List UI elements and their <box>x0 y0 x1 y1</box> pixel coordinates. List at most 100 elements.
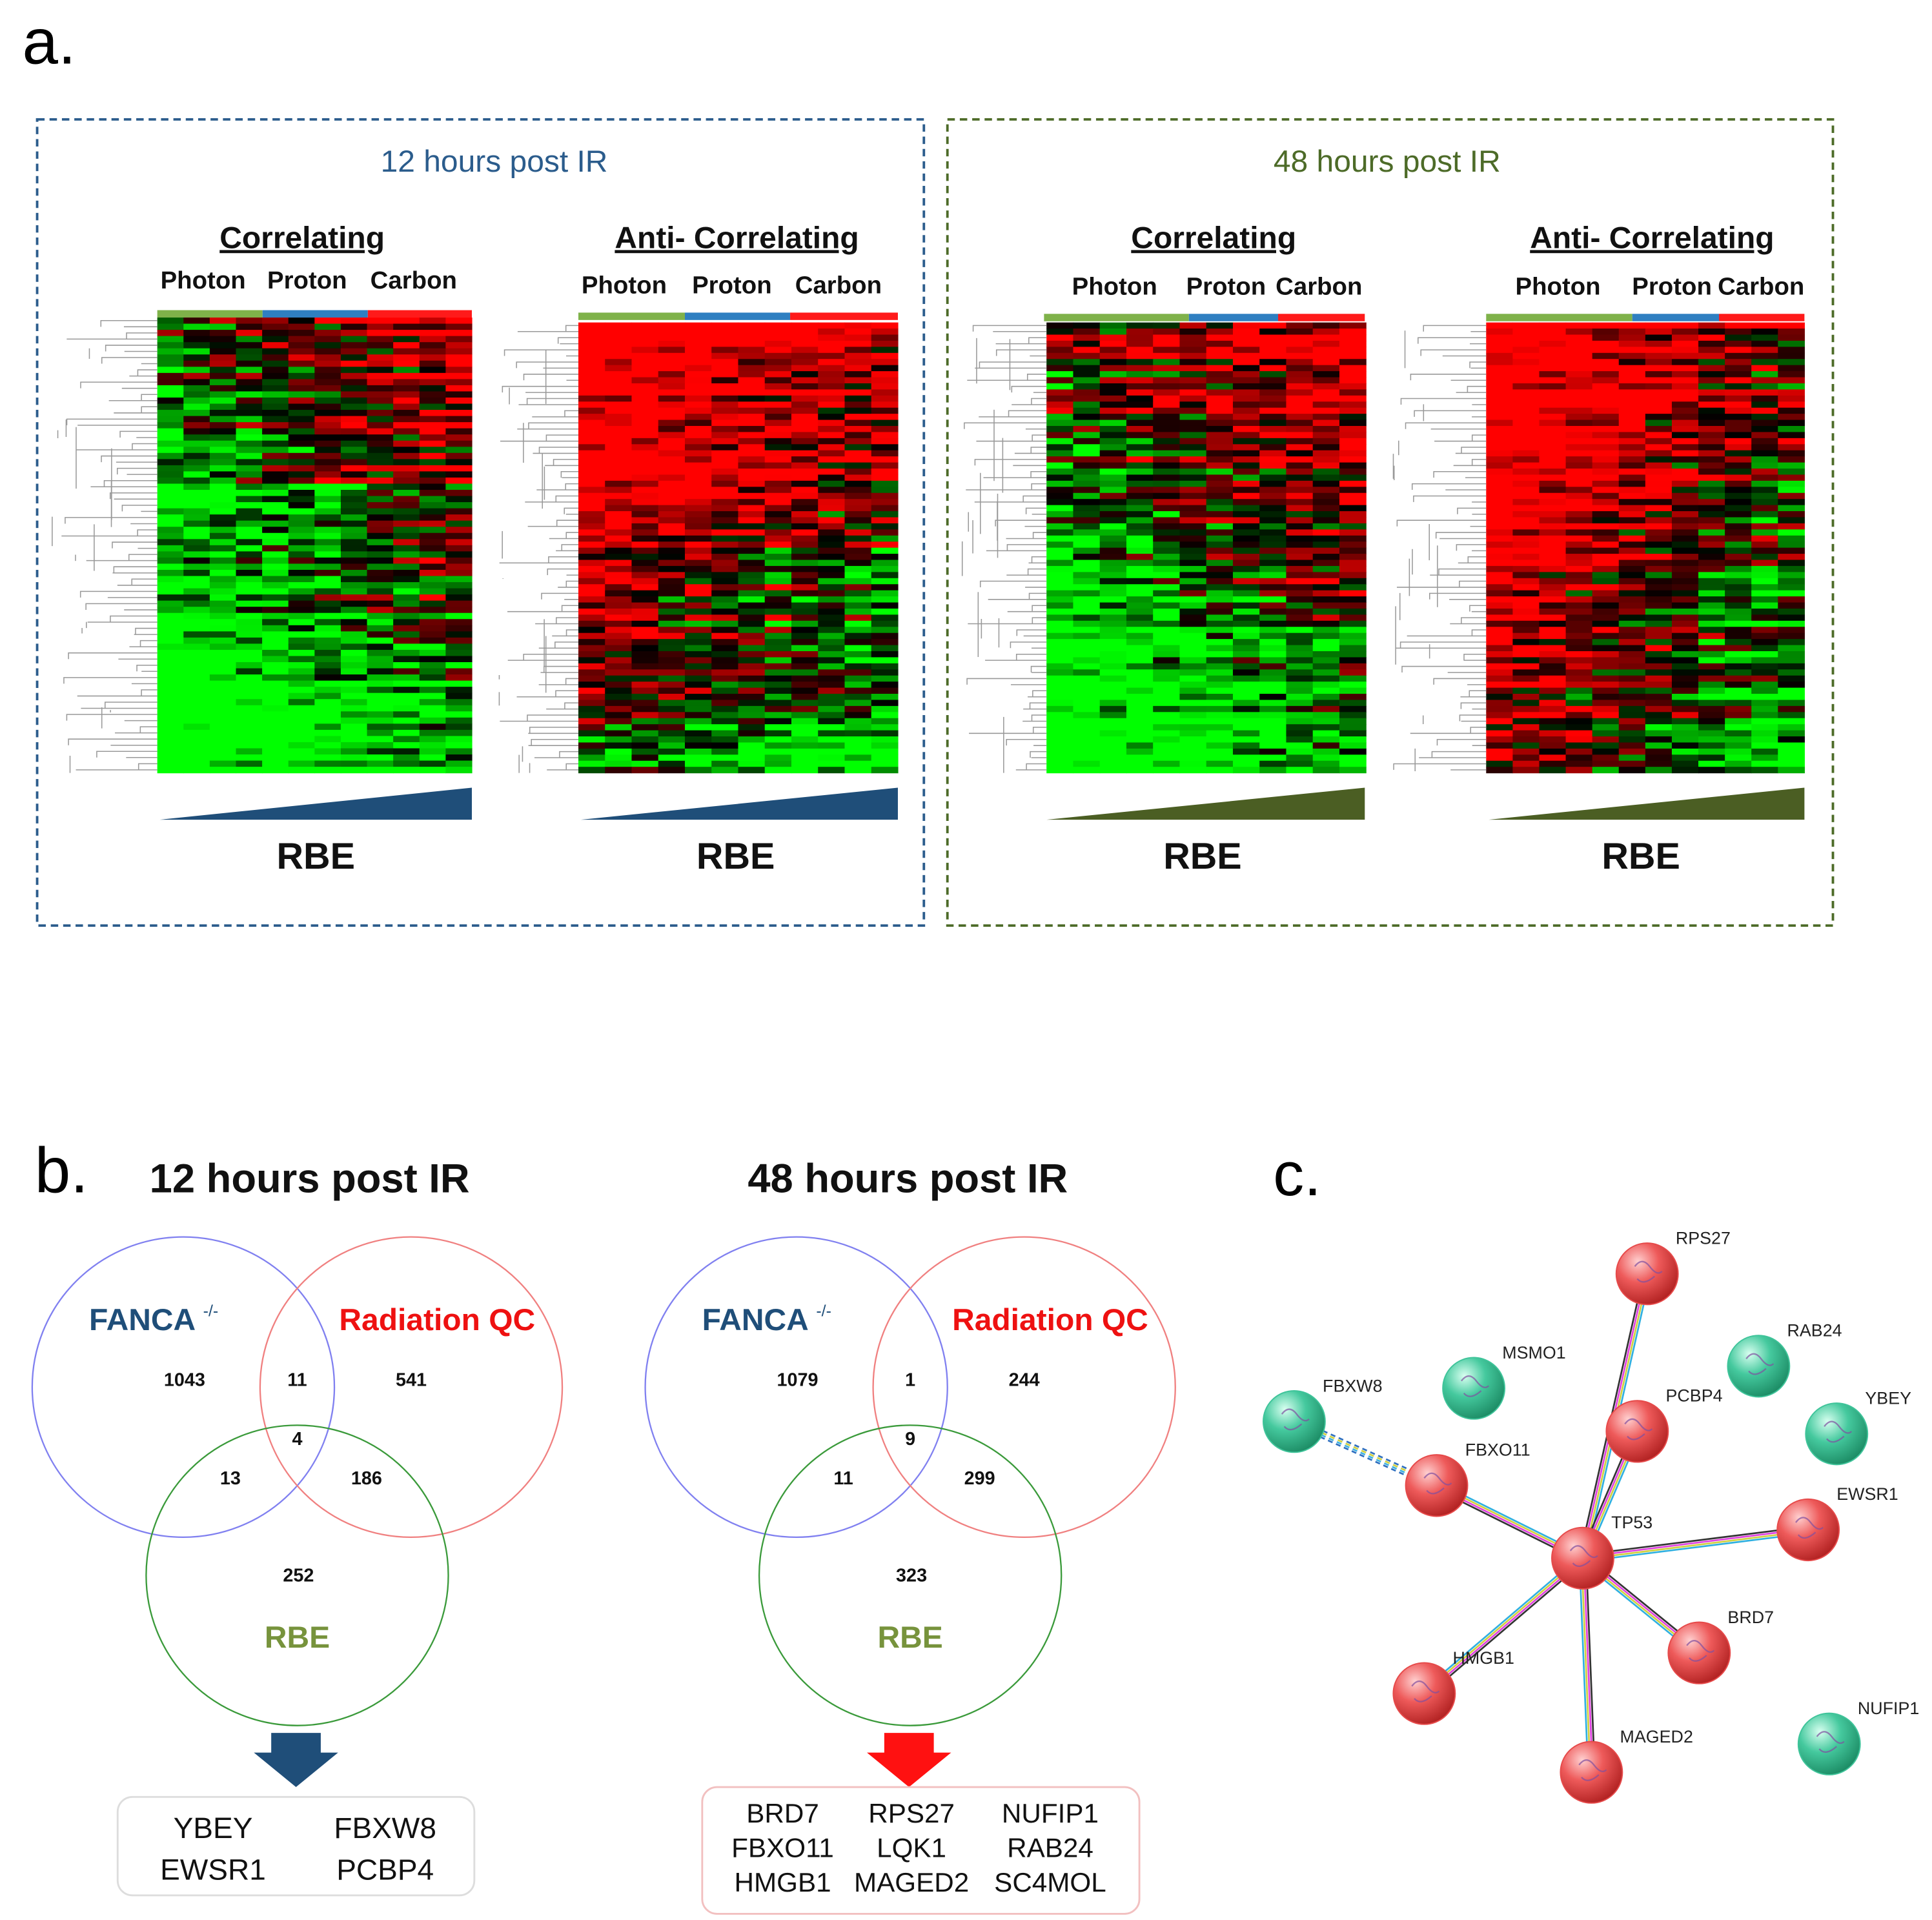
heatmap-cell <box>1592 535 1620 542</box>
network-node <box>1805 1402 1869 1466</box>
heatmap-cell <box>1339 480 1367 487</box>
heatmap-cell <box>605 645 633 652</box>
heatmap-cell <box>1179 462 1207 469</box>
heatmap-cell <box>844 389 872 396</box>
heatmap-cell <box>1486 694 1513 701</box>
network-edge <box>1583 1530 1809 1561</box>
heatmap-cell <box>1698 590 1725 597</box>
heatmap-cell <box>658 675 686 682</box>
heatmap-cell <box>791 754 819 762</box>
heatmap-cell <box>578 718 605 725</box>
heatmap-cell <box>1539 444 1567 451</box>
heatmap-cell <box>1046 590 1074 597</box>
heatmap-cell <box>605 651 633 658</box>
heatmap-cell <box>209 397 237 405</box>
heatmap-cell <box>445 403 473 410</box>
heatmap-cell <box>445 360 473 367</box>
heatmap-cell <box>1153 669 1181 676</box>
heatmap-cell <box>445 692 473 700</box>
heatmap-cell <box>1046 474 1074 481</box>
heatmap-cell <box>1046 359 1074 366</box>
heatmap-cell <box>1232 511 1260 518</box>
heatmap-cell <box>1778 742 1805 749</box>
heatmap-cell <box>1286 425 1314 432</box>
heatmap-cell <box>1512 620 1540 627</box>
heatmap-cell <box>711 602 739 609</box>
heatmap-cell <box>818 547 846 554</box>
heatmap-cell <box>157 607 184 614</box>
heatmap-cell <box>236 434 263 441</box>
heatmap-cell <box>314 569 341 577</box>
heatmap-cell <box>738 352 766 359</box>
heatmap-cell <box>288 397 315 405</box>
heatmap-cell <box>157 705 184 712</box>
heatmap-cell <box>1126 371 1154 378</box>
heatmap-cell <box>157 625 184 632</box>
heatmap-cell <box>578 675 605 682</box>
heatmap-cell <box>844 383 872 390</box>
heatmap-cell <box>764 474 792 481</box>
heatmap-cell <box>1539 627 1567 634</box>
heatmap-cell <box>209 649 237 657</box>
heatmap-cell <box>419 477 446 485</box>
gene-label: SC4MOL <box>994 1867 1106 1897</box>
heatmap-cell <box>1751 590 1778 597</box>
heatmap-cell <box>340 483 368 490</box>
heatmap-cell <box>1539 590 1567 597</box>
heatmap-cell <box>236 428 263 435</box>
heatmap-cell <box>393 348 420 355</box>
heatmap-cell <box>631 554 659 561</box>
heatmap-cell <box>262 582 289 589</box>
heatmap-cell <box>1725 529 1752 536</box>
heatmap-cell <box>1671 645 1699 652</box>
heatmap-cell <box>1099 322 1127 329</box>
heatmap-cell <box>764 541 792 549</box>
heatmap-cell <box>1592 700 1620 707</box>
network-edge <box>1425 1560 1586 1697</box>
node-label: MSMO1 <box>1502 1343 1565 1362</box>
heatmap-cell <box>445 631 473 638</box>
heatmap-cell <box>157 717 184 724</box>
heatmap-cell <box>288 465 315 472</box>
heatmap-cell <box>1565 377 1593 384</box>
heatmap-cell <box>1073 565 1101 572</box>
heatmap-cell <box>684 675 712 682</box>
heatmap-cell <box>684 700 712 707</box>
heatmap-cell <box>314 600 341 607</box>
heatmap-cell <box>236 527 263 534</box>
heatmap-cell <box>1698 705 1725 712</box>
heatmap-cell <box>236 422 263 429</box>
heatmap-cell <box>844 651 872 658</box>
heatmap-cell <box>1232 578 1260 585</box>
heatmap-cell <box>631 535 659 542</box>
heatmap-cell <box>1512 535 1540 542</box>
heatmap-cell <box>1046 614 1074 621</box>
heatmap-cell <box>340 477 368 485</box>
heatmap-cell <box>1179 614 1207 621</box>
heatmap-cell <box>1751 383 1778 390</box>
heatmap-cell <box>791 511 819 518</box>
heatmap-cell <box>1286 432 1314 439</box>
heatmap <box>1486 322 1805 774</box>
heatmap-cell <box>871 383 899 390</box>
heatmap-cell <box>711 462 739 469</box>
heatmap-cell <box>1539 541 1567 549</box>
heatmap-cell <box>1153 377 1181 384</box>
heatmap-cell <box>1259 414 1287 421</box>
heatmap-cell <box>1206 657 1234 664</box>
heatmap-cell <box>340 323 368 330</box>
heatmap-cell <box>1339 359 1367 366</box>
heatmap-cell <box>1618 584 1646 591</box>
heatmap-cell <box>1778 352 1805 359</box>
heatmap-cell <box>1512 724 1540 731</box>
heatmap-cell <box>262 576 289 583</box>
heatmap-cell <box>1286 456 1314 463</box>
heatmap-cell <box>711 645 739 652</box>
heatmap-cell <box>1698 395 1725 402</box>
heatmap-cell <box>764 407 792 414</box>
heatmap-cell <box>1645 499 1673 506</box>
heatmap-cell <box>1259 663 1287 670</box>
heatmap-cell <box>1339 334 1367 341</box>
heatmap-cell <box>818 371 846 378</box>
heatmap-cell <box>288 508 315 515</box>
